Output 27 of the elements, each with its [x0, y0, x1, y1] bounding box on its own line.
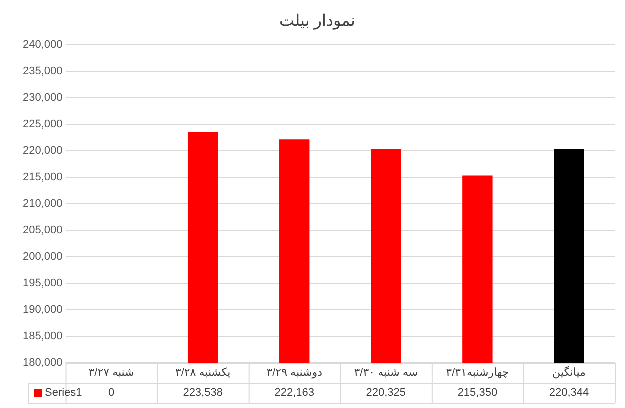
- x-tick-label: میانگین: [552, 366, 586, 380]
- x-tick-label: سه شنبه ۳/۳۰: [354, 367, 418, 380]
- y-tick-label: 210,000: [22, 198, 63, 210]
- y-tick-label: 205,000: [22, 224, 63, 237]
- y-tick-label: 220,000: [22, 145, 63, 158]
- text: 0: [108, 387, 115, 400]
- data-label: 223,538: [183, 387, 223, 400]
- y-tick-label: 240,000: [22, 39, 63, 52]
- data-label: 220,344: [549, 387, 590, 400]
- y-tick-label: 225,000: [22, 118, 63, 131]
- y-tick-label: 200,000: [22, 251, 63, 264]
- data-label: 222,163: [274, 387, 314, 400]
- data-label: 220,325: [366, 387, 406, 400]
- x-tick-label: یکشنبه ۳/۲۸: [175, 367, 231, 380]
- legend-label: Series1: [45, 387, 82, 400]
- data-label: 215,350: [458, 387, 498, 400]
- y-tick-label: 185,000: [22, 330, 63, 343]
- y-tick-label: 235,000: [22, 66, 63, 78]
- x-tick-label: شنبه ۳/۲۷: [88, 367, 134, 380]
- y-tick-label: 190,000: [22, 304, 63, 316]
- x-tick-label: چهارشنبه۳/۳۱: [446, 367, 510, 380]
- x-tick-label: دوشنبه ۳/۲۹: [266, 367, 323, 380]
- y-tick-label: 215,000: [22, 172, 63, 184]
- y-tick-label: 230,000: [22, 92, 63, 104]
- y-tick-label: 195,000: [22, 278, 63, 290]
- y-tick-label: 180,000: [22, 357, 63, 370]
- chart-title: نمودار بیلت: [280, 13, 356, 30]
